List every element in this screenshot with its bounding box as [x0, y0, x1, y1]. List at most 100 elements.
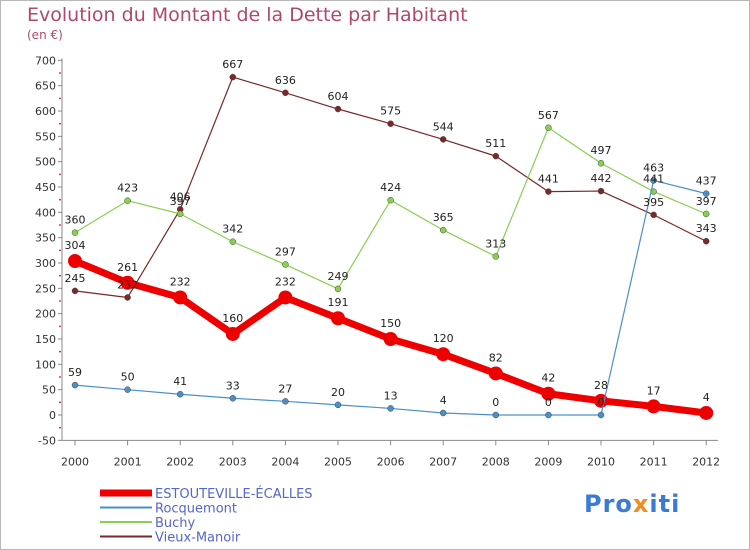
data-label-estouteville-calles: 232	[170, 275, 191, 288]
data-point-rocquemont	[439, 409, 447, 417]
y-minor-tick	[59, 350, 61, 353]
y-tick-label: 400	[35, 206, 56, 219]
y-tick-label: 200	[35, 308, 56, 321]
y-minor-tick	[59, 173, 61, 176]
data-label-vieux-manoir: 441	[538, 173, 559, 186]
data-point-rocquemont	[176, 390, 184, 398]
data-point-estouteville-calles	[225, 326, 240, 341]
y-tick-label: 100	[35, 358, 56, 371]
data-label-estouteville-calles: 17	[647, 384, 661, 397]
data-point-rocquemont	[282, 398, 289, 405]
y-minor-tick	[59, 249, 61, 252]
data-point-estouteville-calles	[278, 290, 293, 305]
data-point-buchy	[545, 124, 552, 132]
data-label-rocquemont: 4	[440, 394, 447, 407]
y-minor-tick	[59, 224, 61, 226]
y-tick-label: -50	[38, 434, 56, 447]
proxiti-logo[interactable]: Proxiti	[584, 490, 681, 518]
data-label-rocquemont: 437	[696, 175, 717, 188]
data-point-rocquemont	[71, 381, 79, 389]
data-point-buchy	[387, 196, 394, 204]
data-label-estouteville-calles: 160	[222, 312, 243, 325]
data-label-buchy: 441	[643, 173, 664, 186]
data-point-rocquemont	[650, 177, 657, 184]
data-point-estouteville-calles	[173, 290, 188, 305]
x-tick-label: 2011	[640, 455, 668, 468]
data-label-rocquemont: 59	[68, 366, 82, 379]
data-point-vieux-manoir	[71, 287, 79, 295]
y-tick-label: 350	[35, 232, 56, 245]
data-point-vieux-manoir	[387, 120, 394, 127]
data-point-estouteville-calles	[488, 366, 503, 381]
data-label-rocquemont: 463	[643, 161, 664, 174]
legend-label-vieux-manoir: Vieux-Manoir	[155, 531, 241, 546]
data-point-rocquemont	[229, 395, 237, 402]
data-label-rocquemont: 41	[173, 375, 187, 388]
data-label-estouteville-calles: 191	[328, 296, 349, 309]
x-tick-label: 2003	[219, 455, 247, 468]
data-point-buchy	[492, 253, 500, 260]
data-point-buchy	[702, 210, 710, 218]
legend-label-buchy: Buchy	[155, 516, 196, 531]
y-tick-label: 250	[35, 282, 56, 295]
data-label-rocquemont: 33	[226, 379, 240, 392]
data-label-buchy: 567	[538, 109, 559, 122]
data-point-rocquemont	[492, 411, 500, 419]
data-point-vieux-manoir	[650, 211, 657, 219]
chart-title: Evolution du Montant de la Dette par Hab…	[27, 4, 468, 26]
x-tick-label: 2009	[534, 455, 562, 468]
y-tick-label: 50	[42, 384, 56, 397]
data-point-vieux-manoir	[545, 188, 552, 195]
data-point-rocquemont	[702, 190, 710, 197]
data-label-buchy: 397	[696, 195, 717, 208]
data-label-rocquemont: 0	[492, 396, 499, 409]
data-label-estouteville-calles: 28	[594, 379, 608, 392]
data-label-buchy: 313	[485, 237, 506, 250]
x-tick-label: 2000	[61, 455, 89, 468]
x-tick-label: 2002	[166, 455, 194, 468]
data-label-estouteville-calles: 150	[380, 317, 401, 330]
data-label-buchy: 497	[591, 144, 612, 157]
data-point-buchy	[439, 226, 447, 234]
x-tick-label: 2004	[271, 455, 299, 468]
x-tick-label: 2008	[482, 455, 510, 468]
legend-label-rocquemont: Rocquemont	[155, 502, 237, 517]
data-point-vieux-manoir	[492, 152, 500, 160]
data-point-estouteville-calles	[68, 253, 82, 268]
data-label-estouteville-calles: 120	[433, 332, 454, 345]
data-label-buchy: 423	[117, 182, 138, 195]
y-minor-tick	[59, 198, 61, 201]
data-label-buchy: 397	[170, 195, 191, 208]
y-tick-label: 600	[35, 105, 56, 118]
data-label-rocquemont: 27	[278, 382, 292, 395]
data-label-vieux-manoir: 511	[485, 137, 506, 150]
data-label-vieux-manoir: 232	[117, 278, 138, 291]
data-label-rocquemont: 13	[384, 389, 398, 402]
y-minor-tick	[59, 426, 61, 429]
data-label-rocquemont: 0	[545, 396, 552, 409]
data-label-rocquemont: 50	[121, 371, 135, 384]
data-label-estouteville-calles: 4	[703, 391, 710, 404]
y-minor-tick	[59, 401, 61, 404]
data-point-vieux-manoir	[597, 187, 605, 195]
x-tick-label: 2012	[692, 455, 720, 468]
data-point-vieux-manoir	[439, 136, 447, 143]
data-point-buchy	[282, 261, 289, 268]
data-label-buchy: 365	[433, 211, 454, 224]
data-label-vieux-manoir: 604	[328, 90, 349, 103]
data-point-buchy	[597, 159, 605, 167]
y-minor-tick	[59, 72, 61, 74]
data-label-vieux-manoir: 406	[170, 190, 191, 203]
data-label-vieux-manoir: 245	[65, 272, 86, 285]
data-point-rocquemont	[597, 411, 605, 419]
y-minor-tick	[59, 300, 61, 302]
data-label-estouteville-calles: 82	[489, 351, 503, 364]
data-point-estouteville-calles	[646, 399, 661, 414]
data-point-estouteville-calles	[436, 347, 451, 362]
y-tick-label: 500	[35, 156, 56, 169]
data-label-rocquemont: 20	[331, 386, 345, 399]
x-tick-label: 2006	[377, 455, 405, 468]
data-point-buchy	[334, 285, 342, 293]
y-tick-label: 150	[35, 333, 56, 346]
